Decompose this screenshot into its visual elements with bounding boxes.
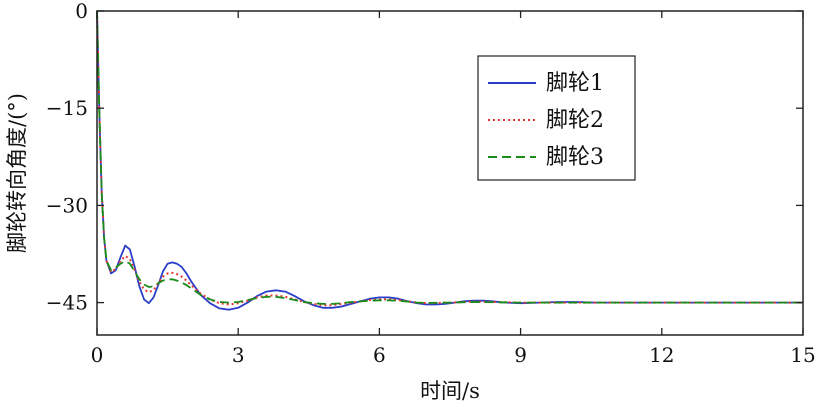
legend-box xyxy=(477,55,636,181)
legend-label-3: 脚轮3 xyxy=(546,145,604,170)
x-tick-label: 6 xyxy=(373,343,386,367)
y-tick-label: −45 xyxy=(46,291,88,315)
series-line-3 xyxy=(96,10,803,305)
legend-label-2: 脚轮2 xyxy=(546,108,604,133)
x-tick-label: 9 xyxy=(514,343,527,367)
series-line-2 xyxy=(96,10,803,307)
x-tick-label: 15 xyxy=(790,343,815,367)
legend-entry-2: 脚轮2 xyxy=(488,108,604,133)
y-tick-label: −30 xyxy=(46,193,88,217)
x-axis-title: 时间/s xyxy=(420,379,480,403)
y-tick-label: 0 xyxy=(75,0,88,23)
plot-frame xyxy=(96,10,804,336)
series-line-1 xyxy=(96,10,803,311)
series-layer xyxy=(96,10,803,311)
x-tick-label: 3 xyxy=(232,343,245,367)
y-tick-label: −15 xyxy=(46,96,88,120)
legend-entry-3: 脚轮3 xyxy=(488,145,604,170)
tick-layer: 0 3 6 9 12 15 0 −15 −30 −45 xyxy=(46,0,816,367)
y-axis-title: 脚轮转向角度/(°) xyxy=(5,93,29,253)
x-tick-label: 12 xyxy=(649,343,674,367)
x-tick-label: 0 xyxy=(91,343,104,367)
legend-entry-1: 脚轮1 xyxy=(488,71,604,96)
legend: 脚轮1 脚轮2 脚轮3 xyxy=(477,55,636,181)
legend-label-1: 脚轮1 xyxy=(546,71,604,96)
